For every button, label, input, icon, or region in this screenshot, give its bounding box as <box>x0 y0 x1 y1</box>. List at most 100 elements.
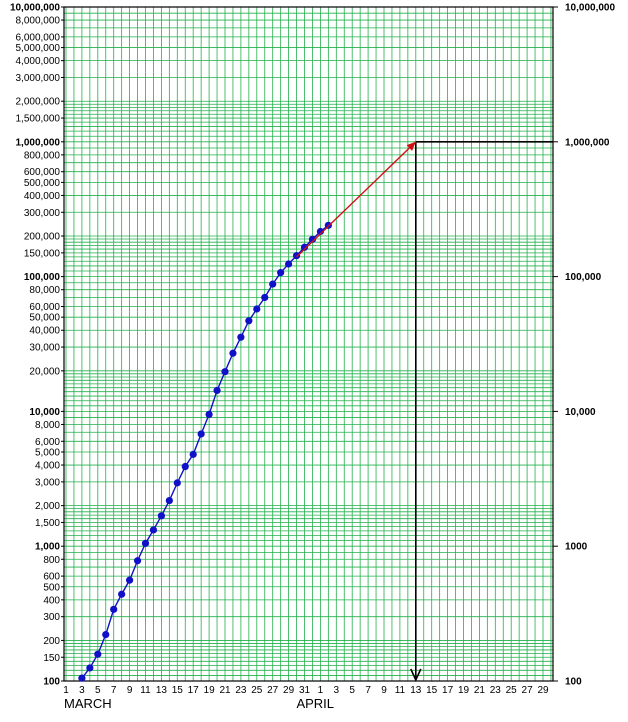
y-tick-label-left: 100 <box>43 677 60 688</box>
x-tick-label: 27 <box>267 685 279 696</box>
x-tick-label: 31 <box>299 685 311 696</box>
guide-layer <box>410 141 553 682</box>
y-tick-label-right: 10,000 <box>565 407 596 418</box>
data-point <box>189 450 197 458</box>
plot-frame <box>63 6 554 682</box>
x-tick-label: 25 <box>506 685 518 696</box>
x-tick-label: 23 <box>490 685 502 696</box>
series-layer <box>78 221 332 682</box>
data-point <box>165 496 173 505</box>
data-point <box>261 293 269 302</box>
y-tick-label-left: 5,000,000 <box>16 43 61 54</box>
guide-arrow-down <box>410 668 422 682</box>
frame-layer <box>63 6 554 682</box>
data-point <box>316 227 324 236</box>
y-tick-label-left: 5,000 <box>35 447 60 458</box>
projection-arrowhead <box>406 141 416 151</box>
y-tick-label-left: 1,500,000 <box>16 114 61 125</box>
y-tick-label-left: 60,000 <box>29 302 60 313</box>
y-tick-label-left: 2,000 <box>35 501 60 512</box>
data-point <box>157 512 165 520</box>
y-tick-label-left: 8,000,000 <box>16 16 61 27</box>
data-point <box>94 650 102 658</box>
y-tick-label-left: 400,000 <box>24 191 61 202</box>
month-label: MARCH <box>64 696 112 711</box>
x-tick-label: 17 <box>188 685 200 696</box>
data-point <box>141 539 150 547</box>
y-tick-label-left: 1,000,000 <box>16 137 61 148</box>
month-labels: MARCH APRIL <box>64 696 334 711</box>
x-tick-label: 17 <box>442 685 454 696</box>
projection-layer <box>296 141 417 258</box>
x-tick-label: 15 <box>426 685 438 696</box>
data-point <box>133 557 142 565</box>
x-tick-label: 29 <box>537 685 549 696</box>
y-tick-label-left: 150,000 <box>24 248 61 259</box>
y-tick-label-left: 20,000 <box>29 366 60 377</box>
x-tick-label: 1 <box>318 685 324 696</box>
data-point <box>197 430 205 438</box>
data-point <box>149 526 158 534</box>
y-tick-label-right: 100,000 <box>565 272 602 283</box>
y-tick-label-left: 2,000,000 <box>16 97 61 108</box>
y-tick-label-left: 8,000 <box>35 420 60 431</box>
y-tick-label-left: 100,000 <box>24 272 61 283</box>
y-tick-label-left: 1,000 <box>35 542 60 553</box>
data-point <box>173 479 181 487</box>
x-tick-label: 3 <box>79 685 85 696</box>
data-point <box>269 280 277 288</box>
data-point <box>181 462 189 471</box>
data-point <box>245 317 253 325</box>
data-point <box>110 605 118 613</box>
data-point <box>308 235 317 243</box>
y-tick-label-left: 1,500 <box>35 518 60 529</box>
data-point <box>277 269 285 277</box>
y-tick-label-left: 400 <box>43 595 60 606</box>
y-tick-label-left: 3,000 <box>35 477 60 488</box>
data-point <box>221 368 229 376</box>
x-tick-label: 3 <box>334 685 340 696</box>
y-tick-label-right: 100 <box>565 677 582 688</box>
data-point <box>253 305 261 313</box>
y-tick-label-left: 30,000 <box>29 343 60 354</box>
y-tick-label-left: 800,000 <box>24 150 61 161</box>
x-tick-label: 21 <box>474 685 486 696</box>
y-axis-right-labels: 100 1000 10,000 100,000 1,000,000 10,000,000 <box>553 3 615 688</box>
x-tick-label: 11 <box>140 685 151 696</box>
y-tick-label-left: 800 <box>43 555 60 566</box>
x-tick-label: 23 <box>235 685 247 696</box>
x-tick-label: 29 <box>283 685 295 696</box>
x-tick-label: 5 <box>95 685 101 696</box>
x-tick-label: 9 <box>127 685 133 696</box>
data-point <box>86 664 94 672</box>
data-point <box>300 243 309 251</box>
x-tick-label: 27 <box>522 685 534 696</box>
y-tick-label-left: 10,000,000 <box>10 3 60 14</box>
projection-line <box>296 141 417 258</box>
y-tick-label-left: 6,000 <box>35 437 60 448</box>
y-tick-label-left: 4,000,000 <box>16 56 61 67</box>
data-point <box>285 260 293 268</box>
data-point <box>229 349 237 357</box>
y-tick-label-left: 200,000 <box>24 232 61 243</box>
x-tick-label: 5 <box>349 685 355 696</box>
x-tick-label: 19 <box>458 685 470 696</box>
x-tick-label: 21 <box>219 685 231 696</box>
data-point <box>78 674 86 682</box>
x-tick-label: 19 <box>204 685 216 696</box>
y-tick-label-left: 4,000 <box>35 461 60 472</box>
x-tick-label: 11 <box>395 685 406 696</box>
x-tick-label: 13 <box>410 685 422 696</box>
y-tick-label-left: 200 <box>43 636 60 647</box>
month-label: APRIL <box>296 696 334 711</box>
y-tick-label-left: 500,000 <box>24 178 61 189</box>
data-point <box>292 252 301 260</box>
x-tick-label: 13 <box>156 685 168 696</box>
data-point <box>118 590 126 598</box>
y-tick-label-left: 50,000 <box>29 313 60 324</box>
data-point <box>213 386 221 395</box>
x-tick-label: 7 <box>111 685 117 696</box>
